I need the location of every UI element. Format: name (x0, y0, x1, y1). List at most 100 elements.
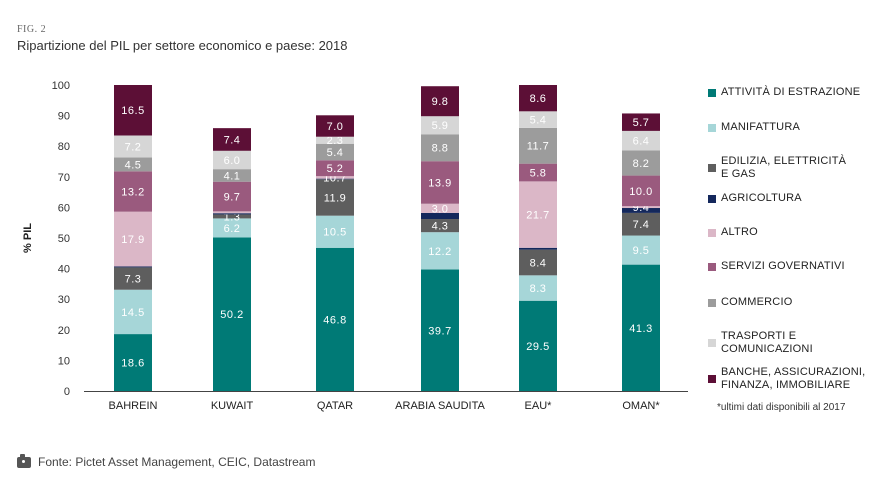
data-label: 10.0 (629, 186, 652, 198)
bar-segment (519, 300, 557, 391)
data-label: 3.0 (432, 203, 449, 215)
data-label: 6.4 (633, 136, 650, 148)
data-label: 5.2 (327, 163, 344, 175)
data-label: 9.7 (224, 192, 241, 204)
data-label: 8.8 (432, 143, 449, 155)
x-tick-label: OMAN* (622, 400, 660, 412)
legend-label-line: MANIFATTURA (721, 121, 800, 133)
bar-segment (316, 136, 354, 144)
legend-swatch (708, 124, 716, 132)
data-label: 8.2 (633, 158, 650, 170)
data-label: 5.9 (432, 120, 449, 132)
legend-label: EDILIZIA, ELETTRICITÀ E GAS (721, 155, 891, 181)
data-label: 50.2 (220, 309, 243, 321)
legend-label-line: FINANZA, IMMOBILIARE (721, 379, 851, 391)
legend-label: COMMERCIO (721, 296, 891, 309)
legend-label-line: EDILIZIA, ELETTRICITÀ (721, 155, 847, 167)
bar-segment (213, 169, 251, 182)
bar-segment (519, 275, 557, 301)
legend-label: MANIFATTURA (721, 121, 891, 134)
bar-segment (316, 178, 354, 180)
bar-segment (421, 203, 459, 213)
data-label: 10.5 (323, 227, 346, 239)
bar-segment (213, 213, 251, 215)
legend-label-line: SERVIZI GOVERNATIVI (721, 260, 845, 272)
data-label: 7.3 (125, 274, 142, 286)
bar-segment (213, 181, 251, 212)
bar-segment (519, 127, 557, 164)
bar-segment (622, 208, 660, 213)
y-tick-label: 20 (58, 325, 70, 337)
data-label: 4.5 (125, 159, 142, 171)
bar-segment (213, 237, 251, 391)
data-label: 4.1 (224, 170, 241, 182)
bar-segment (114, 266, 152, 268)
data-label: 7.4 (224, 134, 241, 146)
legend-label-line: COMMERCIO (721, 296, 793, 308)
data-label: 6.0 (224, 155, 241, 167)
bar-segment (622, 130, 660, 151)
legend-swatch (708, 375, 716, 383)
bar-segment (622, 206, 660, 209)
bar-segment (316, 143, 354, 161)
bar-segment (622, 113, 660, 131)
data-label: 41.3 (629, 323, 652, 335)
data-label: 9.8 (432, 96, 449, 108)
legend-label: TRASPORTI E COMUNICAZIONI (721, 330, 891, 356)
bar-segment (316, 160, 354, 177)
data-label: 17.9 (121, 234, 144, 246)
legend-swatch (708, 164, 716, 172)
y-tick-label: 80 (58, 141, 70, 153)
bar-segment (622, 175, 660, 207)
data-label: 5.4 (530, 115, 547, 127)
data-label: 14.5 (121, 307, 144, 319)
legend-swatch (708, 229, 716, 237)
bar-segment (421, 232, 459, 270)
data-label: 7.0 (327, 121, 344, 133)
data-label: 46.8 (323, 314, 346, 326)
data-label: 7.2 (125, 142, 142, 154)
bar-segment (519, 181, 557, 248)
data-label: 11.7 (527, 141, 550, 153)
figure-label: FIG. 2 (17, 24, 47, 35)
y-tick-label: 30 (58, 294, 70, 306)
y-tick-label: 40 (58, 264, 70, 276)
bar-segment (421, 219, 459, 233)
data-label: 11.9 (324, 192, 347, 204)
legend-label-line: AGRICOLTURA (721, 192, 802, 204)
legend-label: ATTIVITÀ DI ESTRAZIONE (721, 86, 891, 99)
source-note: Fonte: Pictet Asset Management, CEIC, Da… (17, 453, 316, 469)
y-tick-label: 70 (58, 172, 70, 184)
y-axis-label: % PIL (22, 223, 34, 253)
bar-segment (316, 179, 354, 216)
data-label: 8.6 (530, 93, 547, 105)
bar-segment (316, 247, 354, 391)
legend-swatch (708, 339, 716, 347)
x-tick-label: QATAR (317, 400, 353, 412)
bar-segment (421, 116, 459, 135)
bar-segment (622, 264, 660, 391)
bar-segment (421, 86, 459, 117)
bar-segment (213, 214, 251, 219)
bar-segment (519, 85, 557, 112)
bar-segment (519, 163, 557, 182)
bar-segment (114, 289, 152, 335)
data-label: 13.9 (428, 177, 451, 189)
data-label: 4.3 (432, 221, 449, 233)
data-label: 39.7 (428, 325, 451, 337)
legend-swatch (708, 89, 716, 97)
bar-segment (213, 150, 251, 170)
bar-segment (519, 249, 557, 276)
source-text: Fonte: Pictet Asset Management, CEIC, Da… (38, 455, 316, 469)
bar-segment (622, 235, 660, 265)
bar-segment (421, 212, 459, 220)
bar-segment (519, 247, 557, 250)
legend-label: SERVIZI GOVERNATIVI (721, 260, 891, 273)
bar-segment (421, 134, 459, 162)
bar-segment (316, 176, 354, 179)
legend-label-line: ALTRO (721, 226, 758, 238)
bar-segment (114, 267, 152, 290)
data-label: 12.2 (428, 246, 451, 258)
bar-segment (114, 157, 152, 172)
bar-segment (213, 128, 251, 151)
